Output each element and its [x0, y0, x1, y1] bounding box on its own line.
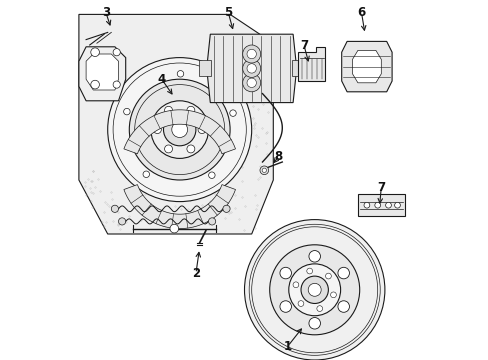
Circle shape	[246, 49, 256, 59]
Polygon shape	[352, 50, 381, 83]
Text: 3: 3	[102, 6, 110, 19]
Text: 5: 5	[224, 6, 232, 19]
Circle shape	[91, 80, 99, 89]
Circle shape	[385, 202, 390, 208]
Circle shape	[308, 318, 320, 329]
Circle shape	[186, 145, 194, 153]
Circle shape	[394, 202, 400, 208]
Circle shape	[242, 59, 260, 77]
Text: 8: 8	[274, 150, 282, 163]
Circle shape	[298, 301, 303, 306]
Circle shape	[153, 126, 161, 134]
Polygon shape	[79, 47, 125, 101]
Circle shape	[288, 264, 340, 316]
Polygon shape	[341, 41, 391, 92]
Circle shape	[163, 113, 196, 146]
Text: 1: 1	[283, 340, 291, 353]
Circle shape	[374, 202, 380, 208]
Polygon shape	[123, 185, 235, 229]
Circle shape	[170, 224, 178, 233]
Polygon shape	[298, 47, 325, 81]
Circle shape	[208, 218, 215, 225]
Circle shape	[164, 106, 172, 114]
Circle shape	[123, 108, 130, 115]
Circle shape	[177, 71, 183, 77]
Text: 2: 2	[191, 267, 200, 280]
FancyBboxPatch shape	[199, 60, 211, 76]
Circle shape	[308, 251, 320, 262]
Circle shape	[91, 48, 99, 57]
Circle shape	[307, 283, 321, 296]
Polygon shape	[357, 194, 404, 216]
Circle shape	[198, 126, 205, 134]
Circle shape	[337, 267, 349, 279]
Circle shape	[113, 81, 120, 88]
Circle shape	[246, 78, 256, 87]
Circle shape	[330, 292, 336, 298]
Circle shape	[306, 268, 312, 274]
Circle shape	[164, 145, 172, 153]
Circle shape	[279, 301, 291, 312]
Circle shape	[223, 205, 230, 212]
Circle shape	[186, 106, 194, 114]
Circle shape	[325, 273, 331, 279]
Circle shape	[142, 171, 149, 177]
Circle shape	[260, 166, 268, 175]
Circle shape	[292, 282, 298, 288]
Circle shape	[244, 220, 384, 360]
Circle shape	[171, 122, 187, 138]
Circle shape	[113, 49, 120, 56]
Text: 4: 4	[157, 73, 165, 86]
Circle shape	[363, 202, 369, 208]
Circle shape	[107, 58, 251, 202]
Circle shape	[246, 64, 256, 73]
Circle shape	[129, 79, 230, 180]
Circle shape	[229, 110, 236, 116]
Circle shape	[279, 267, 291, 279]
Circle shape	[208, 172, 215, 179]
Polygon shape	[86, 54, 118, 90]
Circle shape	[337, 301, 349, 312]
Circle shape	[301, 276, 328, 303]
Polygon shape	[206, 34, 296, 103]
Polygon shape	[79, 14, 273, 234]
Text: 7: 7	[376, 181, 385, 194]
FancyBboxPatch shape	[292, 60, 304, 76]
Circle shape	[262, 168, 266, 172]
Circle shape	[242, 45, 260, 63]
Circle shape	[316, 306, 322, 311]
Circle shape	[269, 245, 359, 335]
Circle shape	[242, 74, 260, 92]
Text: 7: 7	[299, 39, 307, 51]
Polygon shape	[123, 110, 235, 154]
Circle shape	[111, 205, 118, 212]
Text: 6: 6	[357, 6, 365, 19]
Circle shape	[118, 218, 125, 225]
Circle shape	[151, 101, 208, 158]
